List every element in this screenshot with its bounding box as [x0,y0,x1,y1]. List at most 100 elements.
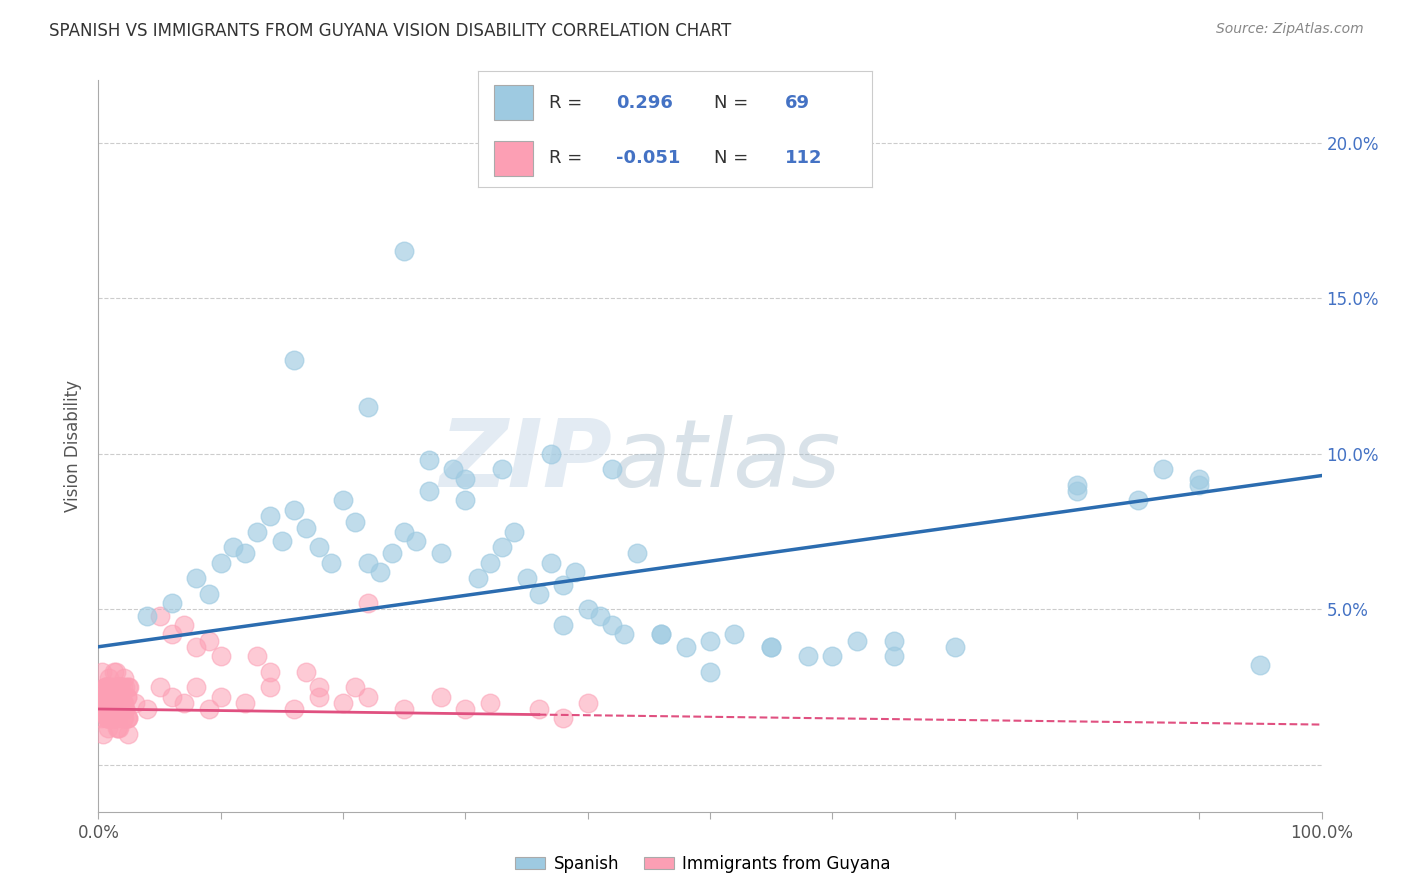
Point [111,696,134,710]
Point [111,696,134,710]
Point [110,690,132,704]
Point [527,587,550,601]
Point [110,680,132,694]
Point [105,711,128,725]
Text: atlas: atlas [612,415,841,506]
Point [295,521,318,535]
Point [650,627,672,641]
Point [108,680,131,694]
Point [111,702,134,716]
Point [98,680,121,694]
Point [441,462,464,476]
Point [491,462,513,476]
Point [1249,658,1271,673]
Point [186,571,208,585]
Point [93,690,115,704]
Point [209,649,232,664]
Point [93,696,115,710]
Point [104,702,127,716]
Point [1066,478,1088,492]
Text: SPANISH VS IMMIGRANTS FROM GUYANA VISION DISABILITY CORRELATION CHART: SPANISH VS IMMIGRANTS FROM GUYANA VISION… [49,22,731,40]
Point [91,727,114,741]
Point [112,696,135,710]
Point [883,633,905,648]
Point [478,696,501,710]
Point [90,690,112,704]
Point [110,680,132,694]
Point [540,556,562,570]
Point [96,711,118,725]
Point [160,596,183,610]
Legend: Spanish, Immigrants from Guyana: Spanish, Immigrants from Guyana [509,848,897,880]
Point [100,690,122,704]
Point [430,546,453,560]
Point [392,702,416,716]
Point [107,721,129,735]
Point [112,671,135,685]
Point [308,680,330,694]
Point [845,633,868,648]
FancyBboxPatch shape [494,141,533,176]
Point [101,696,124,710]
Point [723,627,745,641]
Point [96,711,118,725]
Point [118,680,141,694]
Point [103,711,125,725]
Point [1188,472,1211,486]
Point [600,462,623,476]
Text: 69: 69 [785,94,810,112]
Y-axis label: Vision Disability: Vision Disability [65,380,83,512]
Text: Source: ZipAtlas.com: Source: ZipAtlas.com [1216,22,1364,37]
Point [91,696,114,710]
Point [160,627,183,641]
Point [1066,484,1088,499]
Point [259,680,281,694]
Point [259,665,281,679]
Point [883,649,905,664]
Point [233,546,256,560]
Point [356,596,378,610]
Point [105,702,128,716]
Point [117,711,139,725]
Point [344,515,367,529]
Point [381,546,404,560]
Point [100,708,122,723]
Point [98,671,121,685]
Point [111,680,134,694]
Text: ZIP: ZIP [439,415,612,507]
Point [332,493,354,508]
Text: N =: N = [714,149,754,168]
Point [576,602,599,616]
Point [91,702,114,716]
Point [94,702,117,716]
Point [115,711,138,725]
Point [101,696,124,710]
Point [101,690,124,704]
Point [430,690,453,704]
Point [101,690,124,704]
Point [197,633,219,648]
Point [283,702,305,716]
Point [356,690,378,704]
Point [90,711,112,725]
Point [356,400,378,414]
Text: N =: N = [714,94,754,112]
Point [332,696,354,710]
Point [576,696,599,710]
Point [295,665,318,679]
Point [124,696,146,710]
Point [105,702,128,716]
Point [356,556,378,570]
Point [117,680,139,694]
Point [478,556,501,570]
Point [503,524,526,539]
Point [117,711,139,725]
Point [699,633,721,648]
Point [112,702,135,716]
Point [94,680,117,694]
Point [114,702,136,716]
Point [233,696,256,710]
Point [91,690,114,704]
Point [91,702,114,716]
Point [454,702,477,716]
